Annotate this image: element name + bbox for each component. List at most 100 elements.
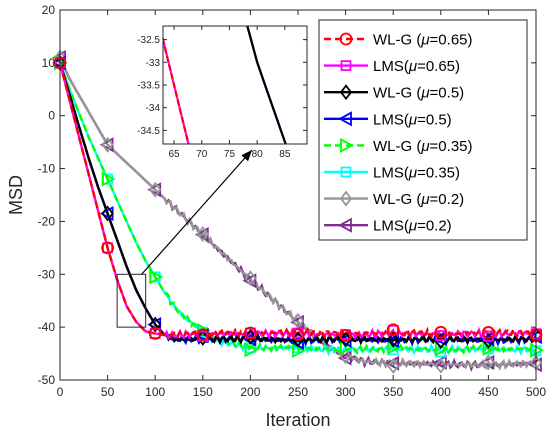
legend-label-6: LMS(μ=0.35) (373, 165, 460, 182)
data-point-series-1 (339, 329, 353, 342)
zoom-region-box (116, 273, 147, 328)
legend-label-suffix: =0.65) (417, 58, 460, 75)
legend-label-prefix: WL-G ( (373, 85, 421, 102)
data-point-series-5 (101, 171, 116, 187)
legend-label-mu: μ (420, 191, 429, 208)
data-point-series-7 (339, 348, 352, 365)
zoom-arrow-line (141, 149, 253, 275)
data-point-series-3 (244, 328, 257, 345)
data-point-series-1 (386, 323, 400, 337)
data-point-series-5 (149, 269, 164, 285)
x-tick-label: 200 (240, 385, 260, 399)
legend-label-suffix: =0.5) (430, 85, 465, 102)
data-point-series-5 (292, 343, 306, 359)
data-point-series-7 (482, 354, 495, 371)
data-point-series-3 (387, 331, 400, 348)
data-point-series-7 (149, 181, 162, 198)
legend-label-suffix: =0.2) (430, 191, 465, 208)
data-point-series-3 (101, 205, 114, 222)
legend-label-prefix: LMS( (373, 58, 409, 75)
legend-label-mu: μ (420, 32, 429, 49)
legend-label-prefix: LMS( (373, 218, 409, 235)
y-axis-label: MSD (6, 175, 26, 215)
legend-label-mu: μ (408, 218, 417, 235)
inset-x-tick-label: 75 (224, 149, 236, 160)
y-tick-label: -20 (38, 214, 56, 228)
data-point-series-7 (434, 357, 447, 374)
x-tick-label: 50 (101, 385, 115, 399)
legend-label-suffix: =0.35) (417, 165, 460, 182)
legend-label-mu: μ (408, 165, 417, 182)
legend-label-suffix: =0.35) (430, 138, 473, 155)
series-line-7 (60, 57, 536, 371)
y-tick-label: -30 (38, 267, 56, 281)
x-tick-label: 500 (526, 385, 546, 399)
data-point-series-1 (434, 325, 448, 339)
data-point (339, 32, 353, 46)
legend-label-prefix: WL-G ( (373, 191, 421, 208)
y-tick-label: 0 (48, 109, 55, 123)
data-point-series-5 (244, 342, 259, 358)
data-point-series-7 (291, 312, 305, 329)
legend-label-prefix: WL-G ( (373, 32, 421, 49)
inset-zoom: 65 70 75 80 85 -32.5 -33 -33.5 -34 -34.5 (137, 25, 308, 160)
legend-label-5: WL-G (μ=0.35) (373, 138, 473, 155)
data-point-series-3 (339, 331, 352, 348)
axes: 0 50 100 150 200 250 300 350 400 450 500-50-40-30-… (38, 3, 547, 399)
y-tick-label: -10 (38, 162, 56, 176)
zoom-arrow (141, 149, 253, 275)
data-point (338, 111, 352, 127)
legend-label-prefix: WL-G ( (373, 138, 421, 155)
data-point (340, 137, 354, 153)
legend-label-prefix: LMS( (373, 165, 409, 182)
x-tick-label: 300 (336, 385, 356, 399)
data-point-series-7 (196, 226, 209, 243)
inset-y-tick-label: -34 (146, 103, 161, 114)
inset-x-tick-label: 80 (252, 149, 264, 160)
legend-label-8: LMS(μ=0.2) (373, 218, 452, 235)
data-point (338, 217, 352, 233)
inset-y-tick-label: -34.5 (137, 126, 160, 137)
x-axis-label: Iteration (265, 410, 330, 430)
inset-axes: 65 70 75 80 85 -32.5 -33 -33.5 -34 -34.5 (137, 26, 307, 160)
x-tick-label: 400 (431, 385, 451, 399)
inset-y-tick-label: -33 (146, 58, 161, 69)
legend-label-mu: μ (408, 58, 417, 75)
data-point-series-1 (481, 326, 495, 339)
data-point-series-7 (244, 270, 257, 287)
data-point-series-3 (434, 333, 447, 350)
inset-y-tick-label: -33.5 (137, 81, 160, 92)
inset-background (163, 26, 307, 144)
zoom-region (116, 273, 147, 328)
data-point-series-1 (196, 328, 210, 342)
legend-box (318, 19, 528, 241)
legend-label-1: WL-G (μ=0.65) (373, 32, 473, 49)
data-point (339, 84, 353, 101)
data-point-series-1 (101, 241, 114, 255)
inset-x-tick-label: 65 (169, 149, 181, 160)
x-tick-label: 100 (145, 385, 165, 399)
y-tick-label: -50 (38, 373, 56, 387)
inset-y-tick-label: -32.5 (137, 35, 160, 46)
data-point (340, 166, 352, 178)
legend-label-mu: μ (420, 85, 429, 102)
legend-label-mu: μ (420, 138, 429, 155)
series-line-5 (60, 62, 536, 356)
inset-x-tick-label: 70 (196, 149, 208, 160)
zoom-arrow-head (241, 150, 252, 162)
x-tick-label: 250 (288, 385, 308, 399)
data-point-series-2 (149, 328, 161, 339)
series-line-1 (60, 62, 536, 341)
legend-label-suffix: =0.65) (430, 32, 473, 49)
legend-label-4: LMS(μ=0.5) (373, 111, 452, 128)
legend-label-suffix: =0.2) (417, 218, 452, 235)
data-point (340, 60, 352, 71)
x-tick-label: 150 (193, 385, 213, 399)
x-tick-label: 0 (57, 385, 64, 399)
data-point-series-2 (102, 242, 113, 254)
y-tick-label: 20 (42, 3, 56, 17)
data-point-series-1 (148, 327, 162, 340)
legend-label-7: WL-G (μ=0.2) (373, 191, 464, 208)
data-point (339, 190, 353, 207)
